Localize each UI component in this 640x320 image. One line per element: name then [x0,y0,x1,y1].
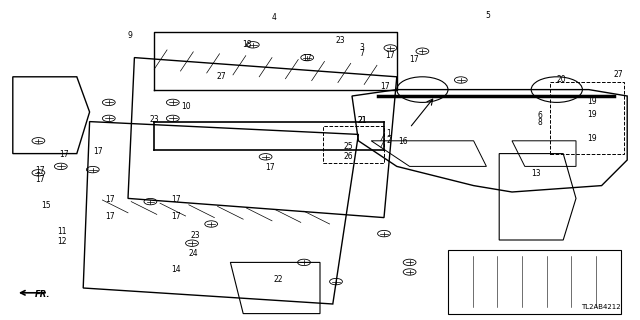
Text: 17: 17 [172,212,181,221]
Text: 17: 17 [380,82,390,91]
Text: 21: 21 [357,116,367,124]
Text: 19: 19 [588,97,597,106]
Text: 17: 17 [93,147,102,156]
Text: 23: 23 [149,115,159,124]
Text: 20: 20 [557,75,566,84]
Text: 17: 17 [35,175,45,184]
Text: 17: 17 [266,163,275,172]
Text: 14: 14 [172,265,181,274]
Text: 22: 22 [274,275,284,284]
Text: 25: 25 [344,142,353,151]
Text: 2: 2 [387,136,391,145]
Text: 27: 27 [216,72,226,81]
Text: 17: 17 [35,166,45,175]
Text: 23: 23 [191,231,200,240]
Bar [550,82,624,154]
Text: 7: 7 [360,49,365,58]
Text: 6: 6 [538,111,543,120]
Text: 3: 3 [360,43,365,52]
Text: TL2AB4212: TL2AB4212 [581,304,621,310]
Text: 17: 17 [106,195,115,204]
Text: 15: 15 [42,201,51,210]
Text: 27: 27 [613,70,623,79]
Text: 10: 10 [181,102,191,111]
Text: 17: 17 [172,195,181,204]
Text: 21: 21 [357,116,367,125]
Text: 1: 1 [387,129,391,138]
Text: 4: 4 [272,13,277,22]
Text: 17: 17 [410,55,419,64]
Text: 26: 26 [344,152,353,161]
Text: 19: 19 [588,134,597,143]
Text: 24: 24 [189,249,198,258]
Text: 11: 11 [58,227,67,236]
Text: 5: 5 [485,11,490,20]
Text: 13: 13 [531,169,541,178]
Text: 16: 16 [398,137,408,146]
Text: 23: 23 [336,36,346,44]
Text: FR.: FR. [35,290,51,299]
Bar [323,126,384,163]
Text: 19: 19 [588,110,597,119]
Text: 17: 17 [59,150,68,159]
Text: 12: 12 [58,237,67,246]
Text: 18: 18 [242,40,252,49]
Text: 17: 17 [106,212,115,221]
Text: 8: 8 [538,118,542,127]
Text: 9: 9 [128,31,133,40]
Text: 17: 17 [385,51,395,60]
Text: 17: 17 [302,54,312,63]
